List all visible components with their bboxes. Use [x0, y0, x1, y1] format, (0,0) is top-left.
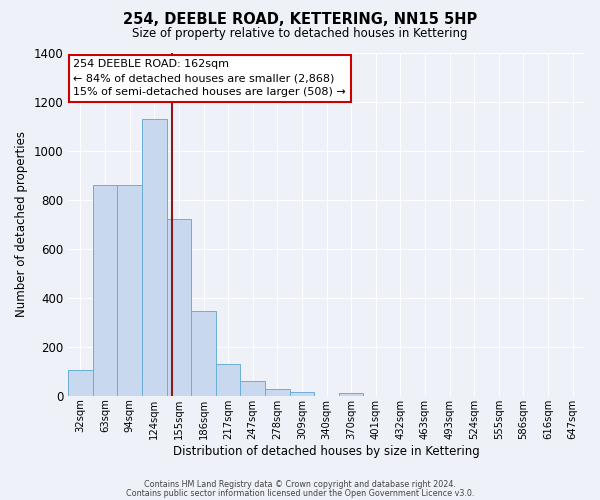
Bar [118, 186, 142, 396]
Bar [68, 370, 93, 396]
Text: 254 DEEBLE ROAD: 162sqm
← 84% of detached houses are smaller (2,868)
15% of semi: 254 DEEBLE ROAD: 162sqm ← 84% of detache… [73, 60, 346, 98]
Text: Contains public sector information licensed under the Open Government Licence v3: Contains public sector information licen… [126, 489, 474, 498]
Bar [265, 389, 290, 396]
Text: 254, DEEBLE ROAD, KETTERING, NN15 5HP: 254, DEEBLE ROAD, KETTERING, NN15 5HP [123, 12, 477, 28]
Bar [167, 219, 191, 396]
Bar [93, 186, 118, 396]
X-axis label: Distribution of detached houses by size in Kettering: Distribution of detached houses by size … [173, 444, 480, 458]
Y-axis label: Number of detached properties: Number of detached properties [15, 131, 28, 317]
Bar [339, 394, 364, 396]
Text: Contains HM Land Registry data © Crown copyright and database right 2024.: Contains HM Land Registry data © Crown c… [144, 480, 456, 489]
Bar [216, 364, 241, 396]
Text: Size of property relative to detached houses in Kettering: Size of property relative to detached ho… [132, 28, 468, 40]
Bar [241, 381, 265, 396]
Bar [191, 311, 216, 396]
Bar [142, 118, 167, 396]
Bar [290, 392, 314, 396]
